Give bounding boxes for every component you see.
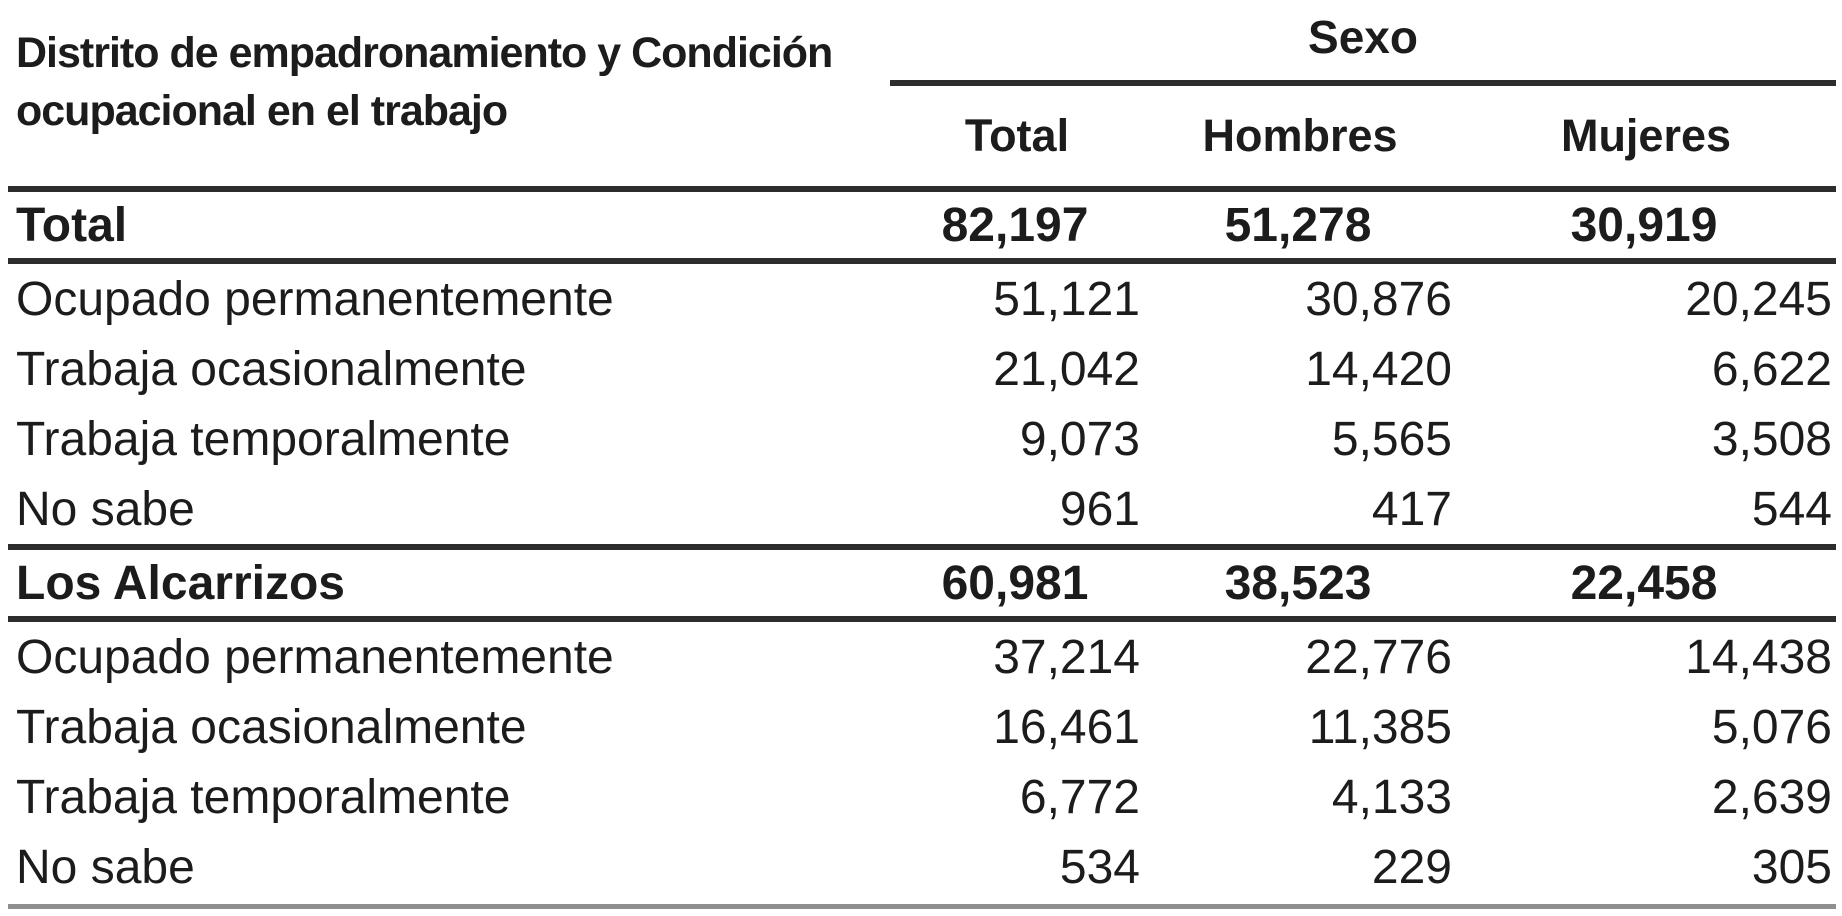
row-label: Trabaja ocasionalmente xyxy=(16,342,527,396)
section-label: Los Alcarrizos xyxy=(16,556,345,610)
row-label: No sabe xyxy=(16,840,195,894)
cell-hombres: 229 xyxy=(1371,840,1452,894)
occupation-by-sex-table: Distrito de empadronamiento y Condición … xyxy=(8,0,1836,909)
cell-mujeres: 544 xyxy=(1751,482,1832,536)
sex-column-group: Sexo Total Hombres Mujeres xyxy=(890,0,1836,186)
detail-row-ocupado-permanentemente: Ocupado permanentemente 37,214 22,776 14… xyxy=(8,622,1836,692)
section-label: Total xyxy=(16,198,128,252)
cell-total: 16,461 xyxy=(993,700,1140,754)
row-label: Ocupado permanentemente xyxy=(16,630,614,684)
cell-hombres: 5,565 xyxy=(1331,412,1452,466)
col-header-hombres: Hombres xyxy=(1202,110,1398,161)
col-header-total: Total xyxy=(964,110,1070,161)
column-headers: Total Hombres Mujeres xyxy=(890,86,1836,186)
cell-total: 961 xyxy=(1059,482,1140,536)
row-label: Trabaja ocasionalmente xyxy=(16,700,527,754)
cell-hombres: 417 xyxy=(1371,482,1452,536)
cell-total: 60,981 xyxy=(941,556,1089,610)
table-bottom-rule xyxy=(8,904,1836,909)
cell-hombres: 4,133 xyxy=(1331,770,1452,824)
cell-mujeres: 5,076 xyxy=(1711,700,1832,754)
cell-mujeres: 22,458 xyxy=(1570,556,1718,610)
cell-total: 21,042 xyxy=(993,342,1140,396)
stub-header-line1: Distrito de empadronamiento y Condición xyxy=(16,29,833,77)
detail-row-no-sabe: No sabe 961 417 544 xyxy=(8,474,1836,544)
cell-total: 37,214 xyxy=(993,630,1140,684)
detail-row-trabaja-temporalmente: Trabaja temporalmente 9,073 5,565 3,508 xyxy=(8,404,1836,474)
section-row-los-alcarrizos: Los Alcarrizos 60,981 38,523 22,458 xyxy=(8,544,1836,622)
section-row-total: Total 82,197 51,278 30,919 xyxy=(8,192,1836,264)
cell-mujeres: 3,508 xyxy=(1711,412,1832,466)
row-label: Trabaja temporalmente xyxy=(16,770,511,824)
detail-row-trabaja-ocasionalmente: Trabaja ocasionalmente 21,042 14,420 6,6… xyxy=(8,334,1836,404)
row-label: No sabe xyxy=(16,482,195,536)
cell-hombres: 38,523 xyxy=(1224,556,1372,610)
cell-mujeres: 2,639 xyxy=(1711,770,1832,824)
row-label: Trabaja temporalmente xyxy=(16,412,511,466)
cell-mujeres: 30,919 xyxy=(1570,198,1718,252)
table-header: Distrito de empadronamiento y Condición … xyxy=(8,0,1836,192)
detail-row-trabaja-ocasionalmente: Trabaja ocasionalmente 16,461 11,385 5,0… xyxy=(8,692,1836,762)
cell-mujeres: 305 xyxy=(1751,840,1832,894)
cell-hombres: 14,420 xyxy=(1305,342,1452,396)
detail-row-ocupado-permanentemente: Ocupado permanentemente 51,121 30,876 20… xyxy=(8,264,1836,334)
col-header-mujeres: Mujeres xyxy=(1560,110,1732,161)
cell-total: 6,772 xyxy=(1019,770,1140,824)
cell-total: 534 xyxy=(1059,840,1140,894)
group-header-sexo: Sexo xyxy=(890,0,1836,86)
cell-mujeres: 6,622 xyxy=(1711,342,1832,396)
cell-total: 9,073 xyxy=(1019,412,1140,466)
detail-row-no-sabe: No sabe 534 229 305 xyxy=(8,832,1836,902)
cell-mujeres: 20,245 xyxy=(1685,272,1832,326)
stub-header: Distrito de empadronamiento y Condición … xyxy=(8,0,890,186)
stub-header-line2: ocupacional en el trabajo xyxy=(16,87,508,135)
cell-hombres: 30,876 xyxy=(1305,272,1452,326)
cell-hombres: 51,278 xyxy=(1224,198,1372,252)
detail-row-trabaja-temporalmente: Trabaja temporalmente 6,772 4,133 2,639 xyxy=(8,762,1836,832)
cell-hombres: 22,776 xyxy=(1305,630,1452,684)
cell-total: 82,197 xyxy=(941,198,1089,252)
cell-mujeres: 14,438 xyxy=(1685,630,1832,684)
cell-total: 51,121 xyxy=(993,272,1140,326)
cell-hombres: 11,385 xyxy=(1308,700,1452,754)
row-label: Ocupado permanentemente xyxy=(16,272,614,326)
